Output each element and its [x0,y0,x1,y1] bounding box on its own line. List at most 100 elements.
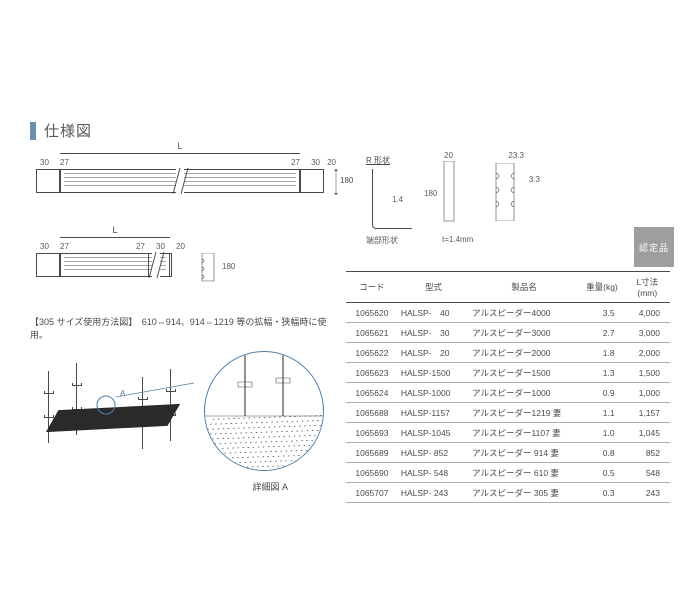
cell: HALSP- 30 [398,323,469,343]
spec-body: 1065620HALSP- 40アルスピーダー40003.54,00010656… [346,303,670,503]
profile-wavy [494,163,516,221]
dim-20-right2: 20 [176,242,185,251]
dim-27-left2: 27 [60,242,69,251]
drawings-column: L 30 27 27 30 20 180 [30,155,330,503]
profile-narrow [440,161,460,223]
table-row: 1065707HALSP- 243アルスピーダー 305 妻0.3243 [346,483,670,503]
cell: HALSP- 852 [398,443,469,463]
profile-mini: 180 [196,253,220,281]
end-hook-left [36,169,60,193]
cell: 3.5 [579,303,624,323]
spec-column: R 形状 1.4 端部形状 20 23.3 180 [346,155,670,503]
cell: 0.8 [579,443,624,463]
cell: HALSP- 548 [398,463,469,483]
cell: 0.3 [579,483,624,503]
table-row: 1065690HALSP- 548アルスピーダー 610 妻0.5548 [346,463,670,483]
table-row: 1065622HALSP- 20アルスピーダー20001.82,000 [346,343,670,363]
spec-table: コード型式製品名重量(kg)L寸法(mm) 1065620HALSP- 40アル… [346,271,670,503]
dimension-L-short: L [60,237,170,245]
dim-label-L2: L [108,225,121,235]
table-row: 1065688HALSP-1157アルスピーダー1219 妻1.11,157 [346,403,670,423]
cell: 1.8 [579,343,624,363]
spec-col-4: L寸法(mm) [625,272,670,303]
table-row: 1065624HALSP-1000アルスピーダー10000.91,000 [346,383,670,403]
break-mark2 [152,253,160,277]
dim-27-right: 27 [291,158,300,167]
cell: 2.7 [579,323,624,343]
table-row: 1065693HALSP-1045アルスピーダー1107 妻1.01,045 [346,423,670,443]
detail-main-view: A [36,363,191,463]
cell: 4,000 [625,303,670,323]
cell: 1065620 [346,303,398,323]
cell: 1065693 [346,423,398,443]
certified-badge: 認定品 [634,227,674,267]
cell: 1.3 [579,363,624,383]
cell: 1065690 [346,463,398,483]
cell: 0.9 [579,383,624,403]
plank-drawing-short: L 30 27 27 30 20 180 [30,239,330,299]
spec-col-3: 重量(kg) [579,272,624,303]
dim-180-label2: 180 [222,262,235,271]
cell: アルスピーダー 610 妻 [469,463,579,483]
cell: HALSP-1500 [398,363,469,383]
cell: 0.5 [579,463,624,483]
dim-label-L: L [173,141,186,151]
table-row: 1065623HALSP-1500アルスピーダー15001.31,500 [346,363,670,383]
table-row: 1065620HALSP- 40アルスピーダー40003.54,000 [346,303,670,323]
section-title: 仕様図 [44,120,92,141]
cell: 1065688 [346,403,398,423]
dim-27-left: 27 [60,158,69,167]
cell: 548 [625,463,670,483]
cell: 243 [625,483,670,503]
cell: 1065707 [346,483,398,503]
h33: 3.3 [529,175,540,184]
usage-note: 【305 サイズ使用方法図】 610⇔914、914⇔1219 等の拡幅・狭幅時… [30,315,330,341]
dim-30-left: 30 [40,158,49,167]
spec-col-0: コード [346,272,398,303]
section-title-row: 仕様図 [30,120,670,141]
cell: 1,500 [625,363,670,383]
dim-30-right2: 30 [156,242,165,251]
cell: アルスピーダー 914 妻 [469,443,579,463]
cell: アルスピーダー2000 [469,343,579,363]
dim-30-left2: 30 [40,242,49,251]
spec-col-2: 製品名 [469,272,579,303]
end-hook-left2 [36,253,60,277]
r-shape-label: R 形状 [366,155,390,166]
cell: アルスピーダー3000 [469,323,579,343]
dimension-L-top: L [60,153,300,161]
spec-header-row: コード型式製品名重量(kg)L寸法(mm) [346,272,670,303]
cell: アルスピーダー1107 妻 [469,423,579,443]
table-row: 1065621HALSP- 30アルスピーダー30002.73,000 [346,323,670,343]
h180: 180 [424,189,437,198]
cell: アルスピーダー1500 [469,363,579,383]
cell: 2,000 [625,343,670,363]
title-accent-bar [30,122,36,140]
break-mark [176,169,184,193]
cell: HALSP-1045 [398,423,469,443]
spec-col-1: 型式 [398,272,469,303]
end-hook-right [300,169,324,193]
cell: 1,157 [625,403,670,423]
cell: アルスピーダー 305 妻 [469,483,579,503]
cell: 3,000 [625,323,670,343]
plank-drawing-long: L 30 27 27 30 20 180 [30,155,330,215]
detail-figure: A [30,349,330,489]
callout-leader [116,381,196,411]
dim-30-right: 30 [311,158,320,167]
cross-section-drawing: R 形状 1.4 端部形状 20 23.3 180 [366,155,546,255]
detail-label: 詳細図 A [252,480,288,493]
cell: アルスピーダー1000 [469,383,579,403]
cell: 1.1 [579,403,624,423]
w233: 23.3 [508,151,524,160]
end-shape-label: 端部形状 [366,235,398,246]
cell: アルスピーダー1219 妻 [469,403,579,423]
thickness: t=1.4mm [442,235,473,244]
dim-20-right: 20 [327,158,336,167]
cell: 1.0 [579,423,624,443]
cell: 1065622 [346,343,398,363]
cell: HALSP- 243 [398,483,469,503]
cell: 1065689 [346,443,398,463]
w20: 20 [444,151,453,160]
cell: HALSP- 20 [398,343,469,363]
